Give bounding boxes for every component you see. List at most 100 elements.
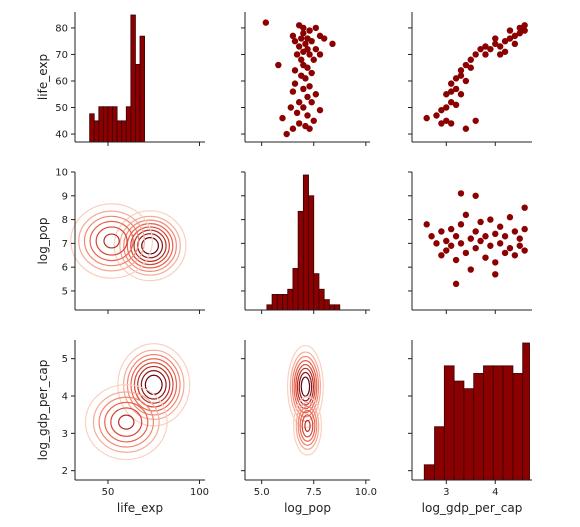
scatter-point (467, 235, 474, 242)
scatter-point (443, 117, 450, 124)
x-axis-label: log_pop (284, 501, 331, 515)
scatter-point (291, 67, 299, 74)
hist-bar (139, 35, 145, 143)
scatter-point (447, 120, 455, 127)
kde-contour (298, 371, 313, 402)
hist-bar (271, 294, 278, 311)
kde-contour (300, 376, 311, 397)
y-tick-label: 80 (55, 23, 68, 34)
y-tick-label: 40 (55, 130, 68, 141)
x-tick-label: 3 (443, 487, 449, 498)
hist-bar (276, 294, 283, 311)
scatter-point (293, 109, 301, 117)
scatter-point (457, 221, 465, 228)
scatter-point (521, 22, 528, 29)
hist-bar (282, 294, 289, 311)
scatter-point (308, 69, 315, 77)
kde-contour (299, 409, 316, 442)
scatter-point (320, 35, 328, 42)
scatter-point (506, 35, 514, 42)
hist-bar (98, 106, 104, 143)
scatter-point (467, 56, 474, 63)
scatter-point (316, 106, 324, 114)
y-tick-label: 5 (62, 354, 68, 365)
x-tick-label: 7.5 (306, 487, 322, 498)
hist-bar (130, 14, 136, 143)
x-tick-label: 5.0 (254, 487, 270, 498)
hist-bar (93, 120, 100, 143)
scatter-point (289, 88, 297, 95)
kde-contour (295, 401, 320, 450)
scatter-point (306, 83, 313, 90)
scatter-point (310, 56, 317, 63)
y-tick-label: 10 (55, 168, 68, 179)
kde-contour (140, 370, 167, 400)
scatter-point (316, 51, 324, 58)
y-tick-label: 4 (62, 392, 68, 403)
kde-contour (70, 203, 154, 279)
scatter-point (302, 40, 309, 48)
scatter-point (472, 192, 479, 199)
scatter-point (433, 240, 440, 247)
kde-contour (84, 384, 168, 461)
kde-contour (291, 355, 320, 418)
scatter-point (304, 64, 311, 71)
scatter-point (298, 56, 305, 63)
y-axis-label: log_gdp_per_cap (36, 360, 50, 461)
hist-bar (308, 195, 315, 311)
y-tick-label: 9 (62, 191, 68, 202)
scatter-point (287, 104, 295, 111)
scatter-point (511, 32, 519, 40)
scatter-point (496, 43, 504, 50)
hist-bar (323, 299, 330, 311)
scatter-point (492, 271, 499, 278)
kde-contour (137, 365, 171, 404)
y-tick-label: 50 (55, 103, 68, 114)
scatter-point (452, 101, 460, 109)
scatter-point (433, 112, 440, 119)
scatter-point (447, 99, 455, 106)
x-tick-label: 10.0 (355, 487, 377, 498)
scatter-point (423, 221, 430, 228)
x-axis-label: life_exp (117, 501, 163, 515)
scatter-point (482, 254, 489, 261)
scatter-point (438, 252, 445, 259)
scatter-point (293, 51, 301, 58)
scatter-point (521, 225, 528, 233)
scatter-point (516, 242, 523, 249)
kde-contour (104, 401, 149, 443)
kde-contour (98, 396, 155, 448)
scatter-point (291, 37, 299, 45)
scatter-point (308, 99, 315, 106)
scatter-point (452, 75, 460, 82)
scatter-point (300, 48, 307, 55)
scatter-point (443, 237, 450, 245)
y-tick-label: 7 (62, 239, 68, 250)
scatter-point (492, 40, 499, 48)
scatter-point (304, 93, 311, 101)
scatter-point (443, 247, 450, 254)
kde-contour (92, 391, 160, 453)
kde-contour (123, 219, 177, 272)
y-tick-label: 5 (62, 286, 68, 297)
hist-bar (423, 464, 435, 481)
kde-contour (133, 229, 167, 262)
scatter-point (521, 27, 528, 34)
hist-bar (443, 365, 455, 481)
hist-bar (522, 342, 530, 481)
scatter-point (447, 225, 455, 233)
scatter-point (438, 228, 445, 235)
hist-bar (512, 373, 524, 481)
scatter-point (482, 51, 489, 58)
scatter-point (279, 114, 286, 122)
scatter-point (467, 64, 474, 71)
scatter-point (516, 235, 523, 242)
scatter-point (457, 72, 465, 79)
scatter-point (438, 106, 445, 114)
scatter-point (496, 51, 504, 58)
scatter-point (298, 35, 305, 42)
hist-bar (483, 365, 494, 481)
scatter-point (506, 27, 514, 34)
scatter-point (306, 27, 313, 34)
